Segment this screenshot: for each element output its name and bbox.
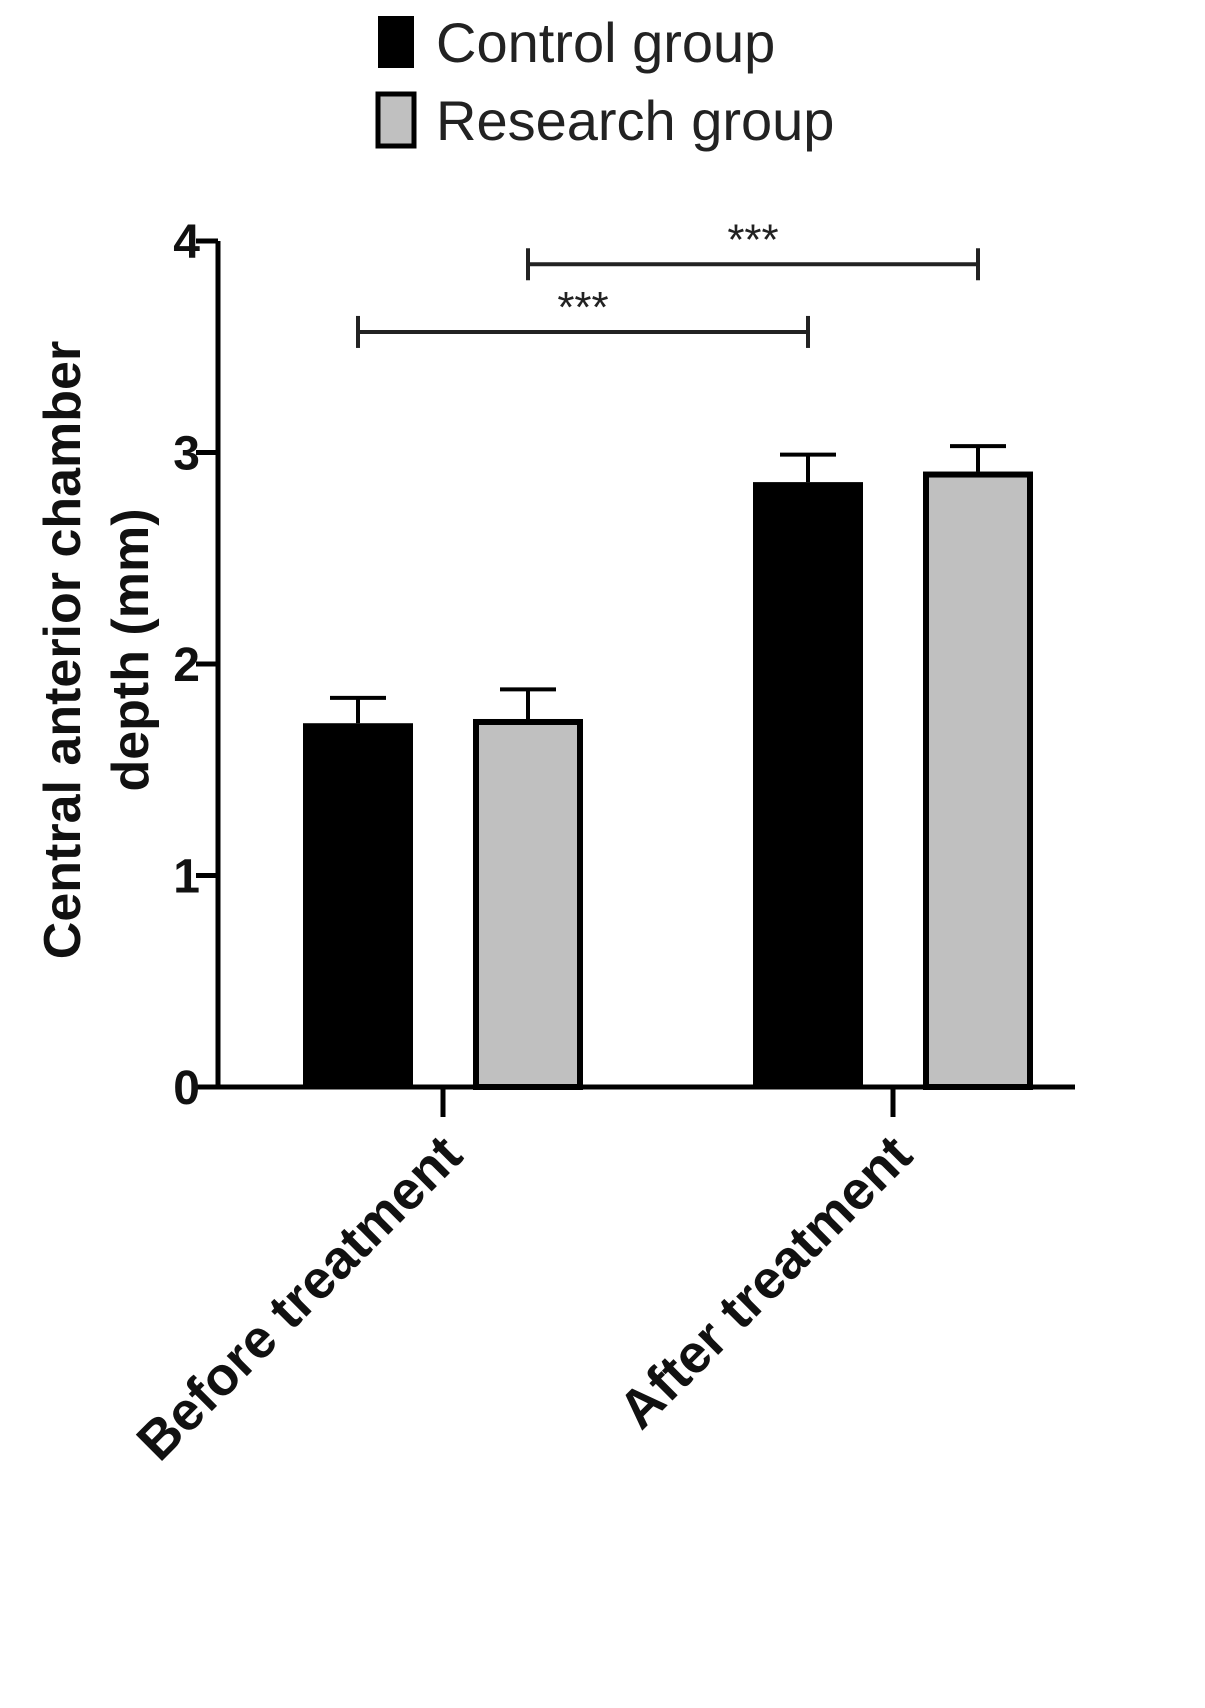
category-labels: Before treatment After treatment xyxy=(126,1124,924,1472)
y-tick-label-4: 4 xyxy=(173,216,200,269)
bar-research-after xyxy=(923,471,1033,1091)
legend-label-control: Control group xyxy=(436,11,775,74)
legend-swatch-control xyxy=(378,16,414,68)
y-axis-title: Central anterior chamber depth (mm) xyxy=(34,341,160,959)
legend: Control group Research group xyxy=(375,11,834,152)
y-tick-label-0: 0 xyxy=(173,1062,200,1115)
category-label-before: Before treatment xyxy=(126,1124,474,1472)
y-tick-label-2: 2 xyxy=(173,639,200,692)
bar-control-before xyxy=(303,723,413,1087)
bar-research-before xyxy=(473,718,583,1090)
y-axis-title-line-2: depth (mm) xyxy=(102,508,160,791)
y-tick-label-3: 3 xyxy=(173,428,200,481)
legend-swatch-research xyxy=(375,91,417,149)
y-axis-title-line-1: Central anterior chamber xyxy=(34,341,92,959)
category-label-after: After treatment xyxy=(607,1124,923,1440)
legend-label-research: Research group xyxy=(436,89,834,152)
y-tick-label-1: 1 xyxy=(173,851,200,904)
significance-brackets: *** *** xyxy=(356,215,980,348)
bars xyxy=(303,444,1033,1091)
sig-label-2: *** xyxy=(727,215,778,264)
bar-control-after xyxy=(753,482,863,1087)
sig-label-1: *** xyxy=(557,283,608,332)
